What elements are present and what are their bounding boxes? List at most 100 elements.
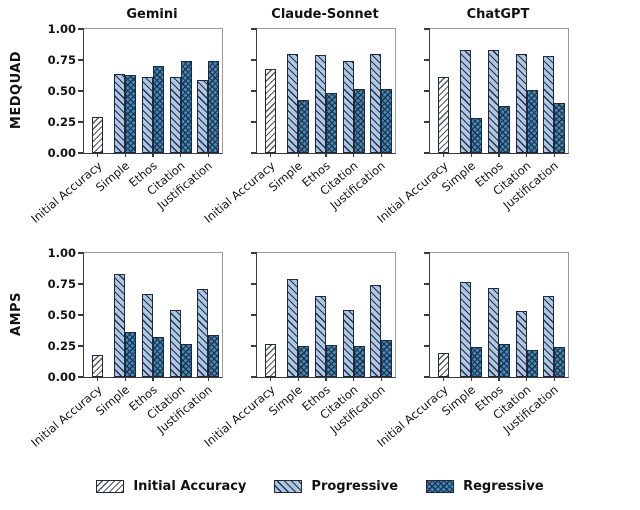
x-tick [297, 377, 300, 381]
bar-regressive-ethos [499, 343, 510, 377]
bar-initial-accuracy [438, 77, 450, 153]
bar-initial-accuracy [92, 117, 104, 153]
y-tick [251, 121, 257, 123]
legend-label: Regressive [463, 478, 544, 494]
y-tick-label: 0.00 [47, 369, 76, 384]
bar-regressive-citation [353, 88, 365, 153]
y-tick [78, 121, 84, 123]
legend: Initial Accuracy Progressive Regressive [0, 470, 640, 502]
y-tick [78, 28, 84, 30]
legend-patch-initial-accuracy-icon [96, 479, 125, 493]
bar-progressive-simple [114, 274, 126, 377]
bar-regressive-ethos [153, 337, 164, 377]
legend-patch-regressive-icon [426, 479, 455, 493]
bar-progressive-simple [287, 279, 299, 377]
legend-entry-progressive: Progressive [274, 479, 398, 494]
x-tick [443, 153, 445, 157]
bar-progressive-ethos [142, 293, 153, 377]
bar-regressive-citation [180, 343, 192, 377]
x-tick [179, 377, 182, 381]
bar-regressive-justification [381, 339, 393, 377]
y-tick [251, 59, 257, 61]
x-tick [152, 377, 154, 381]
y-tick [251, 314, 257, 316]
bar-progressive-justification [197, 288, 209, 377]
subplot-amps-gemini: AMPS 1.00 0.75 0.50 0.25 0.00 Initial Accurac… [9, 247, 223, 450]
bar-progressive-simple [460, 50, 472, 153]
plot-area: Initial Accuracy Simple Ethos Citation Justi… [374, 252, 569, 450]
bar-regressive-simple [298, 346, 310, 377]
plot-area: Initial Accuracy Simple Ethos Citation Justi… [201, 252, 396, 450]
bar-regressive-citation [353, 346, 365, 377]
x-tick [443, 377, 445, 381]
legend-label: Initial Accuracy [133, 478, 247, 494]
bar-progressive-justification [543, 296, 555, 377]
subplot-amps-chatgpt: Initial Accuracy Simple Ethos Citation Justi… [374, 252, 569, 450]
y-tick [251, 345, 257, 347]
bar-progressive-justification [370, 285, 382, 377]
bar-initial-accuracy [265, 68, 277, 153]
x-tick [553, 153, 555, 157]
bar-regressive-citation [526, 89, 538, 153]
plot-area: 1.00 0.75 0.50 0.25 0.00 Initial Accuracy Simp… [28, 23, 223, 226]
bar-progressive-ethos [488, 287, 499, 377]
bar-initial-accuracy [265, 343, 277, 377]
x-tick [325, 377, 327, 381]
bar-regressive-justification [554, 103, 566, 153]
legend-entry-regressive: Regressive [426, 479, 544, 494]
y-tick-label: 0.50 [47, 307, 76, 322]
x-tick [470, 153, 473, 157]
x-tick [270, 153, 272, 157]
y-tick-label: 0.25 [47, 114, 76, 129]
x-tick [325, 153, 327, 157]
y-tick [424, 59, 430, 61]
bar-progressive-citation [169, 310, 181, 377]
x-tick [270, 377, 272, 381]
y-tick [424, 28, 430, 30]
bar-regressive-simple [298, 99, 310, 153]
x-tick [152, 153, 154, 157]
bar-regressive-ethos [499, 105, 510, 153]
legend-entry-initial-accuracy: Initial Accuracy [96, 479, 246, 494]
subplot-title: Gemini [126, 7, 178, 22]
y-tick [78, 314, 84, 316]
subplot-title: ChatGPT [466, 7, 530, 22]
bar-progressive-citation [169, 77, 181, 153]
y-tick [251, 90, 257, 92]
legend-patch-progressive-icon [274, 479, 303, 493]
bar-progressive-ethos [488, 50, 499, 153]
y-tick-label: 1.00 [47, 245, 76, 260]
bar-regressive-simple [125, 332, 137, 377]
y-tick-label: 0.75 [47, 52, 76, 67]
x-tick [179, 153, 182, 157]
x-tick [97, 377, 99, 381]
x-tick [525, 153, 528, 157]
y-tick-label: 0.00 [47, 145, 76, 160]
x-tick [297, 153, 300, 157]
bar-progressive-citation [515, 53, 527, 153]
bar-regressive-ethos [153, 66, 164, 153]
y-tick [78, 59, 84, 61]
y-tick [424, 252, 430, 254]
bar-progressive-ethos [142, 77, 153, 153]
bar-progressive-justification [197, 79, 209, 153]
bar-progressive-simple [460, 281, 472, 377]
y-tick [78, 283, 84, 285]
legend-label: Progressive [311, 478, 399, 494]
y-tick [78, 152, 84, 154]
y-tick [424, 90, 430, 92]
y-tick [78, 90, 84, 92]
bar-regressive-ethos [326, 344, 337, 377]
y-tick [251, 376, 257, 378]
y-tick [424, 121, 430, 123]
y-tick [424, 283, 430, 285]
bar-progressive-citation [515, 311, 527, 377]
y-tick [424, 376, 430, 378]
x-tick [97, 153, 99, 157]
plot-area: Initial Accuracy Simple Ethos Citation Justi… [201, 28, 396, 226]
y-tick-label: 0.75 [47, 276, 76, 291]
subplot-medquad-chatgpt: ChatGPT Initial Accuracy Simple Ethos Citat… [374, 7, 569, 226]
bar-initial-accuracy [438, 353, 450, 377]
y-tick [78, 345, 84, 347]
